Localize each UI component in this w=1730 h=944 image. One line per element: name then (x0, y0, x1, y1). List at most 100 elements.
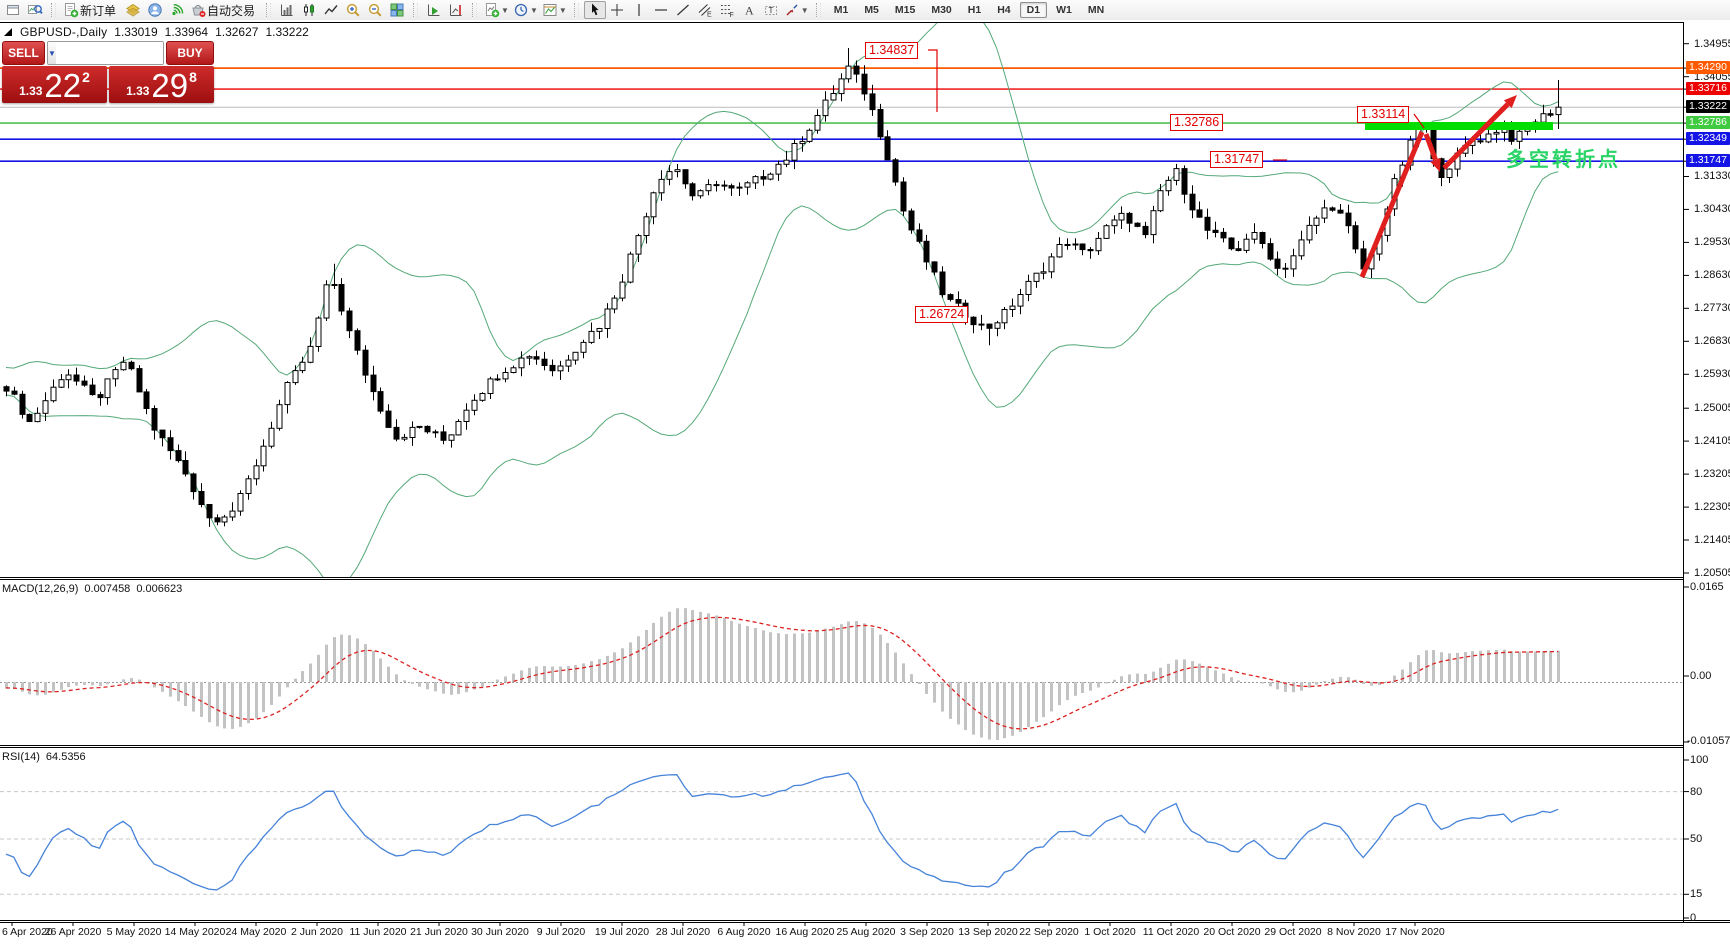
metaeditor-button[interactable] (122, 1, 144, 19)
zoom-in-button[interactable] (342, 1, 364, 19)
trendline-button[interactable] (672, 1, 694, 19)
timeframe-M5[interactable]: M5 (864, 4, 879, 16)
date-label: 3 Sep 2020 (900, 926, 954, 938)
price-line-badge: 1.33222 (1686, 100, 1730, 114)
price-flag[interactable]: 1.26724 (915, 306, 969, 323)
chevron-down-icon[interactable]: ▼ (558, 5, 567, 15)
price-tick-label: 1.28630 (1694, 269, 1730, 282)
date-label: 30 Jun 2020 (471, 926, 529, 938)
vertical-line-button[interactable] (628, 1, 650, 19)
window-icon (5, 2, 21, 18)
channel-button[interactable]: E (694, 1, 716, 19)
buy-price-button[interactable]: 1.33 29 8 (109, 66, 214, 103)
ohlc-close: 1.33222 (265, 25, 309, 39)
timeframe-M30[interactable]: M30 (931, 4, 952, 16)
symbol-title: GBPUSD-,Daily (20, 25, 108, 39)
volume-decrease-button[interactable]: ▼ (48, 42, 56, 64)
community-icon (147, 2, 163, 18)
horizontal-line-button[interactable] (650, 1, 672, 19)
line-chart-button[interactable] (320, 1, 342, 19)
cursor-button[interactable] (583, 1, 606, 19)
label-button[interactable]: T (760, 1, 782, 19)
crosshair-icon (609, 2, 625, 18)
chevron-down-icon[interactable]: ▼ (529, 5, 538, 15)
bar-chart-button[interactable] (276, 1, 298, 19)
ohlc-low: 1.32627 (215, 25, 259, 39)
timeframe-D1[interactable]: D1 (1019, 2, 1048, 18)
clock-icon (513, 2, 529, 18)
sell-price-sup: 2 (82, 69, 90, 85)
timeframe-H1[interactable]: H1 (967, 4, 982, 16)
date-label: 6 Aug 2020 (717, 926, 771, 938)
chart-shift-icon (448, 2, 464, 18)
cursor-icon (587, 2, 603, 18)
candle-chart-button[interactable] (298, 1, 320, 19)
sell-button[interactable]: SELL (2, 41, 45, 65)
rsi-value: 64.5356 (45, 751, 86, 763)
arrows-button[interactable]: ▼ (782, 1, 811, 19)
signals-icon (169, 2, 185, 18)
timeframe-MN[interactable]: MN (1087, 4, 1105, 16)
sell-price-button[interactable]: 1.33 22 2 (2, 66, 107, 103)
toolbar-separator (413, 3, 419, 17)
zoom-in-icon (345, 2, 361, 18)
preview-button[interactable] (24, 1, 46, 19)
toolbar-separator (266, 3, 272, 17)
trendline-icon (675, 2, 691, 18)
chevron-down-icon[interactable]: ▼ (501, 5, 509, 15)
buy-price-prefix: 1.33 (126, 84, 150, 98)
date-label: 22 Sep 2020 (1019, 926, 1079, 938)
community-button[interactable] (144, 1, 166, 19)
macd-value: 0.007458 (84, 583, 131, 595)
candle-chart-icon (301, 2, 317, 18)
price-tick-label: 1.29530 (1694, 236, 1730, 249)
date-label: 16 Aug 2020 (775, 926, 835, 938)
date-label: 5 May 2020 (106, 926, 162, 938)
bull-bear-turning-point-note[interactable]: 多空转折点 (1506, 149, 1621, 171)
fibonacci-button[interactable]: F (716, 1, 738, 19)
price-flag[interactable]: 1.33114 (1357, 106, 1410, 123)
price-tick-label: 1.22305 (1694, 501, 1730, 514)
timeframe-M1[interactable]: M1 (833, 4, 849, 16)
timeframe-W1[interactable]: W1 (1056, 4, 1072, 16)
volume-input[interactable] (55, 42, 163, 64)
rsi-axis-label: 15 (1690, 888, 1703, 901)
window-button[interactable] (2, 1, 24, 19)
timeframe-M15[interactable]: M15 (894, 4, 916, 16)
date-label: 13 Sep 2020 (958, 926, 1018, 938)
one-click-trading-panel: SELL ▼ ▲ BUY 1.33 22 2 1.33 29 8 (2, 41, 214, 103)
template-button[interactable]: ▼ (540, 1, 569, 19)
clock-button[interactable]: ▼ (511, 1, 540, 19)
toolbar-separator (573, 3, 579, 17)
price-flag[interactable]: 1.31747 (1210, 151, 1264, 168)
timeframe-H4[interactable]: H4 (997, 4, 1011, 16)
price-tick-label: 1.26830 (1694, 335, 1730, 348)
buy-button[interactable]: BUY (166, 41, 214, 65)
price-flag[interactable]: 1.34837 (865, 42, 919, 59)
text-icon: A (741, 2, 757, 18)
chevron-down-icon[interactable]: ▼ (800, 5, 809, 15)
zoom-out-button[interactable] (364, 1, 386, 19)
price-flag[interactable]: 1.32786 (1170, 114, 1224, 131)
signals-button[interactable] (166, 1, 188, 19)
buy-price-sup: 8 (189, 69, 197, 85)
toolbar-separator (815, 3, 821, 17)
macd-signal-value: 0.006623 (136, 583, 183, 595)
tile-windows-button[interactable] (386, 1, 408, 19)
text-button[interactable]: A (738, 1, 760, 19)
new-order-button[interactable]: 新订单 (61, 1, 122, 19)
crosshair-button[interactable] (606, 1, 628, 19)
price-line-badge: 1.34290 (1686, 61, 1730, 75)
new-chart-button[interactable]: ▼ (482, 1, 511, 19)
auto-scroll-button[interactable] (423, 1, 445, 19)
chart-ohlc-header: GBPUSD-,Daily 1.33019 1.33964 1.32627 1.… (3, 25, 309, 39)
autotrade-button[interactable]: 自动交易 (188, 1, 261, 19)
price-tick-label: 1.30430 (1694, 203, 1730, 216)
chart-shift-button[interactable] (445, 1, 467, 19)
date-label: 29 Oct 2020 (1264, 926, 1322, 938)
date-label: 24 May 2020 (225, 926, 287, 938)
rsi-axis-label: 100 (1690, 754, 1709, 766)
